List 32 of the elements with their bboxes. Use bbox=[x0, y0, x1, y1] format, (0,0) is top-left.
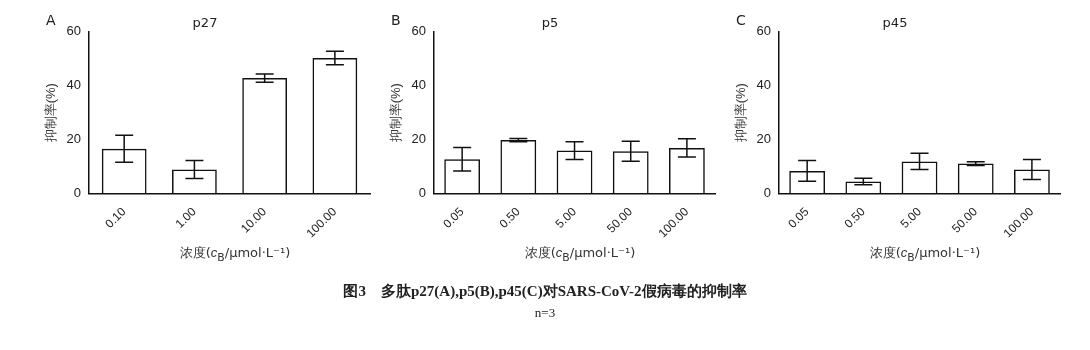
chart-title: p5 bbox=[541, 15, 559, 31]
y-tick-label: 60 bbox=[66, 23, 82, 39]
y-tick-label: 40 bbox=[411, 77, 427, 93]
y-tick-label: 0 bbox=[73, 185, 82, 201]
y-axis-title: 抑制率(%) bbox=[733, 83, 749, 143]
x-tick-label: 5.00 bbox=[552, 204, 580, 231]
text: C bbox=[736, 12, 746, 28]
y-axis-title: 抑制率(%) bbox=[43, 83, 59, 143]
x-tick-label: 0.50 bbox=[841, 204, 869, 231]
y-tick-label: 0 bbox=[763, 185, 772, 201]
y-tick-label: 20 bbox=[66, 131, 82, 147]
y-tick-label: 40 bbox=[66, 77, 82, 93]
y-tick-label: 20 bbox=[411, 131, 427, 147]
y-tick-label: 0 bbox=[418, 185, 427, 201]
x-axis-title: 浓度(c$_{B}$/μmol·L⁻¹) bbox=[868, 244, 982, 264]
y-tick-label: 60 bbox=[411, 23, 427, 39]
text: B bbox=[391, 12, 401, 28]
y-tick-label: 40 bbox=[756, 77, 772, 93]
y-tick-label: 20 bbox=[756, 131, 772, 147]
text: n=3 bbox=[533, 305, 557, 321]
x-axis-title: 浓度(c$_{B}$/μmol·L⁻¹) bbox=[523, 244, 637, 264]
chart-title: p27 bbox=[192, 15, 218, 31]
caption: 图3 多肽p27(A),p5(B),p45(C)对SARS-CoV-2假病毒的抑制率 bbox=[342, 282, 748, 301]
y-tick-label: 60 bbox=[756, 23, 772, 39]
x-axis-title: 浓度(c$_{B}$/μmol·L⁻¹) bbox=[178, 244, 292, 264]
x-tick-label: 0.50 bbox=[496, 204, 524, 231]
x-tick-label: 0.10 bbox=[102, 204, 129, 231]
text: A bbox=[46, 12, 56, 28]
x-tick-label: 5.00 bbox=[897, 204, 925, 231]
chart-title: p45 bbox=[882, 15, 908, 31]
x-tick-label: 1.00 bbox=[172, 204, 200, 231]
y-axis-title: 抑制率(%) bbox=[388, 83, 404, 143]
